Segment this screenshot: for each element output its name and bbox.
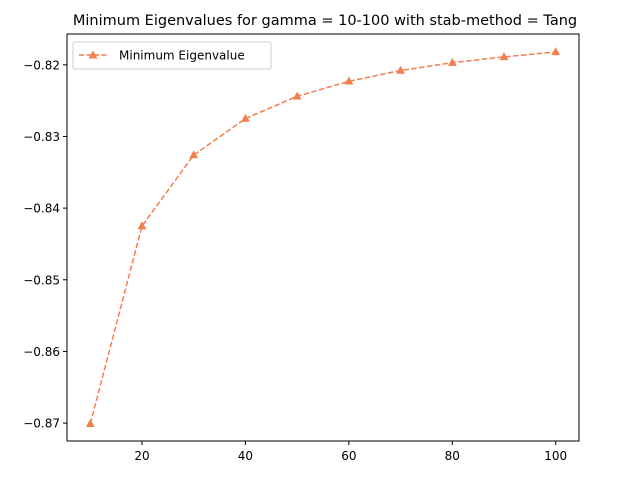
x-tick-label: 20 [134,449,149,463]
y-tick-label: −0.86 [23,345,60,359]
y-tick-label: −0.87 [23,417,60,431]
x-tick-label: 60 [341,449,356,463]
legend-marker-triangle-icon [88,50,98,59]
x-tick-label: 80 [445,449,460,463]
y-tick-label: −0.82 [23,58,60,72]
data-point-marker [396,65,405,74]
y-tick-label: −0.83 [23,130,60,144]
x-tick-label: 100 [544,449,567,463]
legend-label: Minimum Eigenvalue [119,49,245,63]
data-point-marker [137,221,147,230]
series-line [89,51,556,424]
data-point-marker [447,57,457,66]
plot-frame [66,33,580,442]
data-point-marker [344,76,354,85]
series-layer [85,47,561,428]
y-tick-label: −0.85 [23,273,60,287]
data-point-marker [551,47,561,56]
data-point-marker [189,150,199,159]
legend-frame [72,41,272,70]
legend: Minimum Eigenvalue [72,41,272,70]
x-tick-label: 40 [238,449,253,463]
data-point-marker [85,419,95,428]
y-tick-label: −0.84 [23,202,60,216]
data-point-marker [241,113,250,122]
data-point-marker [292,91,302,100]
data-point-marker [499,52,509,61]
axes: 20 40 60 80 100 −0.87 −0.86 −0.85 −0.84 −0.83 −0.8… [23,33,580,463]
chart-title: Minimum Eigenvalues for gamma = 10-100 w… [73,13,577,29]
